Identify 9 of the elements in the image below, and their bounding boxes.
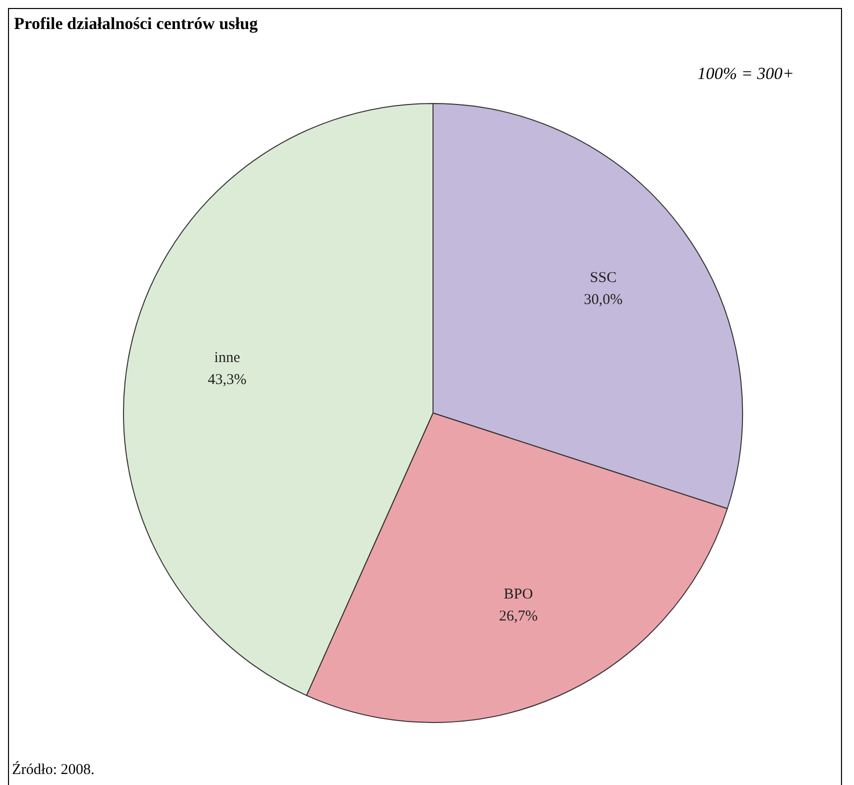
data-label: 30,0% xyxy=(584,292,623,308)
text: 100% = 300+ xyxy=(697,64,794,84)
slice-label: SSC xyxy=(590,270,617,286)
chart-title: Profile działalności centrów usług xyxy=(14,14,258,34)
slice-label: inne xyxy=(214,350,240,366)
text: Źródło: 2008. xyxy=(12,762,94,779)
slice-label: BPO xyxy=(504,586,534,602)
data-label: 26,7% xyxy=(499,608,538,624)
data-label: 43,3% xyxy=(208,372,247,388)
